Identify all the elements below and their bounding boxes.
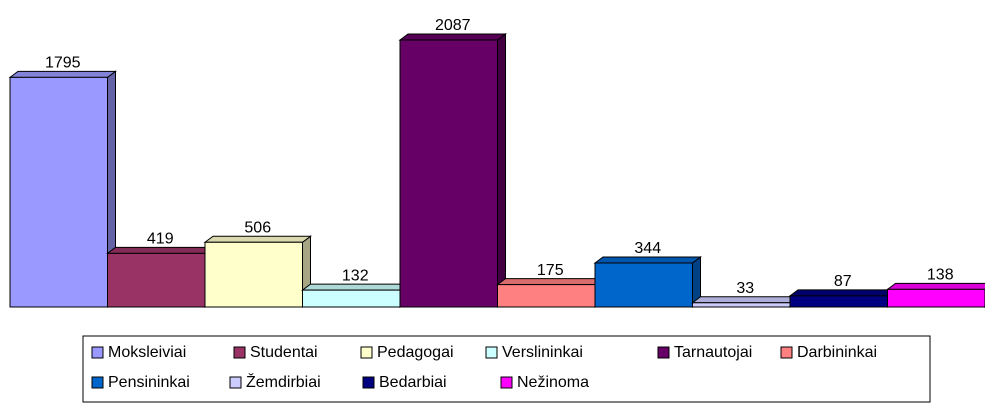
bar-top-shade xyxy=(692,296,798,303)
legend-swatch xyxy=(233,346,246,359)
bar-top-shade xyxy=(400,34,506,40)
data-label: 175 xyxy=(537,262,564,279)
legend-label: Pedagogai xyxy=(377,344,454,361)
data-label: 138 xyxy=(927,267,954,284)
bar-top-shade xyxy=(790,289,896,296)
bar xyxy=(204,241,303,308)
bar xyxy=(302,289,401,308)
data-label: 87 xyxy=(834,273,852,290)
data-label: 33 xyxy=(736,280,754,297)
bar-side-shade xyxy=(107,71,116,308)
bar xyxy=(692,302,791,308)
legend-label: Pensininkai xyxy=(108,374,190,391)
legend-swatch xyxy=(362,376,375,389)
bar xyxy=(497,284,596,308)
bar-top-shade xyxy=(107,247,213,254)
bar xyxy=(594,262,693,308)
bar-top-shade xyxy=(497,278,603,285)
bar xyxy=(399,39,498,308)
data-label: 132 xyxy=(342,267,369,284)
bar-side-shade xyxy=(497,34,506,307)
legend-label: Žemdirbiai xyxy=(246,372,321,391)
legend-label: Verslininkai xyxy=(502,344,583,361)
legend-swatch xyxy=(91,376,104,389)
bar xyxy=(107,252,206,308)
bar xyxy=(9,76,108,308)
bar-top-shade xyxy=(595,256,701,263)
bar xyxy=(887,288,985,308)
legend-label: Studentai xyxy=(250,344,318,361)
bar-side-shade xyxy=(692,256,701,307)
legend-swatch xyxy=(485,346,498,359)
data-label: 419 xyxy=(147,231,174,248)
bar-top-shade xyxy=(302,284,408,291)
legend-swatch xyxy=(500,376,513,389)
legend-swatch xyxy=(360,346,373,359)
data-label: 1795 xyxy=(45,55,81,72)
data-label: 2087 xyxy=(435,17,471,34)
bar-top-shade xyxy=(887,283,985,290)
legend-swatch xyxy=(780,346,793,359)
legend-swatch xyxy=(229,376,242,389)
data-label: 344 xyxy=(634,240,661,257)
legend-label: Tarnautojai xyxy=(674,344,752,361)
legend-swatch xyxy=(91,346,104,359)
legend-label: Moksleiviai xyxy=(108,344,186,361)
bar-top-shade xyxy=(10,71,116,78)
legend-label: Nežinoma xyxy=(517,374,589,391)
data-label: 506 xyxy=(244,219,271,236)
legend-swatch xyxy=(657,346,670,359)
legend-label: Bedarbiai xyxy=(379,374,447,391)
bar xyxy=(789,295,888,308)
bar-top-shade xyxy=(205,236,311,243)
legend-label: Darbininkai xyxy=(797,344,877,361)
